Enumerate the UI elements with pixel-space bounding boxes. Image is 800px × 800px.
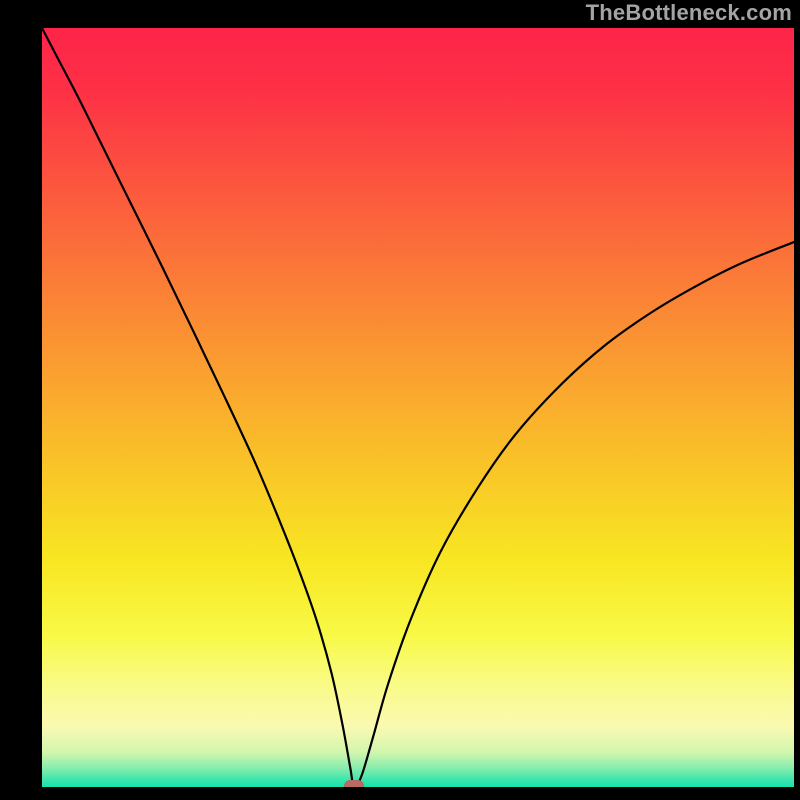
watermark-text: TheBottleneck.com — [586, 0, 792, 26]
plot-background — [42, 28, 794, 787]
min-marker — [344, 780, 364, 787]
chart-stage: TheBottleneck.com — [0, 0, 800, 800]
bottleneck-chart — [42, 28, 794, 787]
